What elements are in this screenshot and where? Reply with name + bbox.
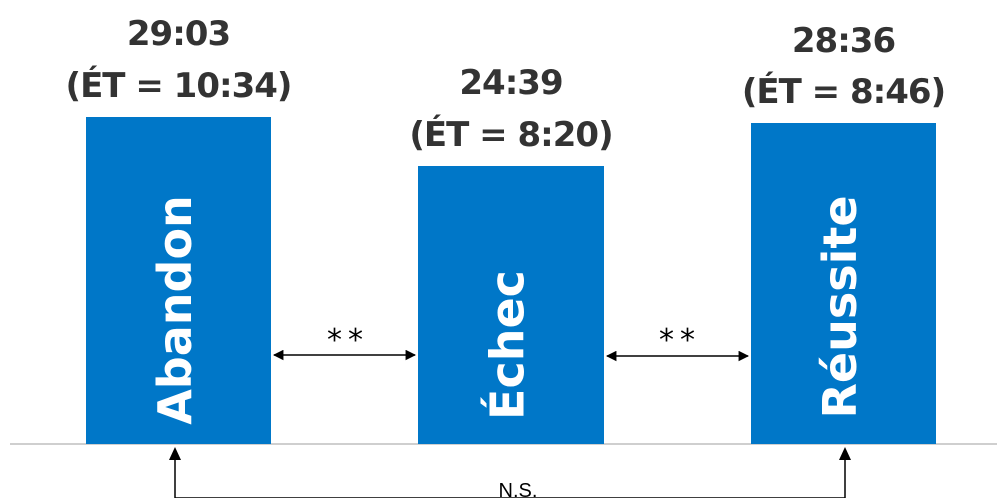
bar-echec bbox=[418, 166, 604, 444]
bar-label-reussite: Réussite bbox=[813, 195, 867, 418]
sd-label-abandon: (ÉT = 10:34) bbox=[66, 65, 292, 106]
value-label-reussite: 28:36 bbox=[792, 21, 895, 61]
sd-label-reussite: (ÉT = 8:46) bbox=[742, 71, 945, 112]
bar-reussite bbox=[751, 123, 936, 444]
sd-label-echec: (ÉT = 8:20) bbox=[409, 114, 612, 155]
bar-label-echec: Échec bbox=[481, 270, 535, 420]
bar-label-abandon: Abandon bbox=[148, 195, 202, 425]
comparison-label-abandon-reussite: N.S. bbox=[499, 480, 538, 498]
bracket-arrowhead-left bbox=[169, 447, 181, 460]
comparison-label-echec-reussite: ** bbox=[659, 323, 701, 358]
bracket-arrowhead-right bbox=[839, 447, 851, 460]
value-label-echec: 24:39 bbox=[459, 63, 562, 103]
bar-abandon bbox=[86, 117, 271, 444]
comparison-label-abandon-echec: ** bbox=[327, 323, 369, 358]
value-label-abandon: 29:03 bbox=[127, 14, 230, 54]
